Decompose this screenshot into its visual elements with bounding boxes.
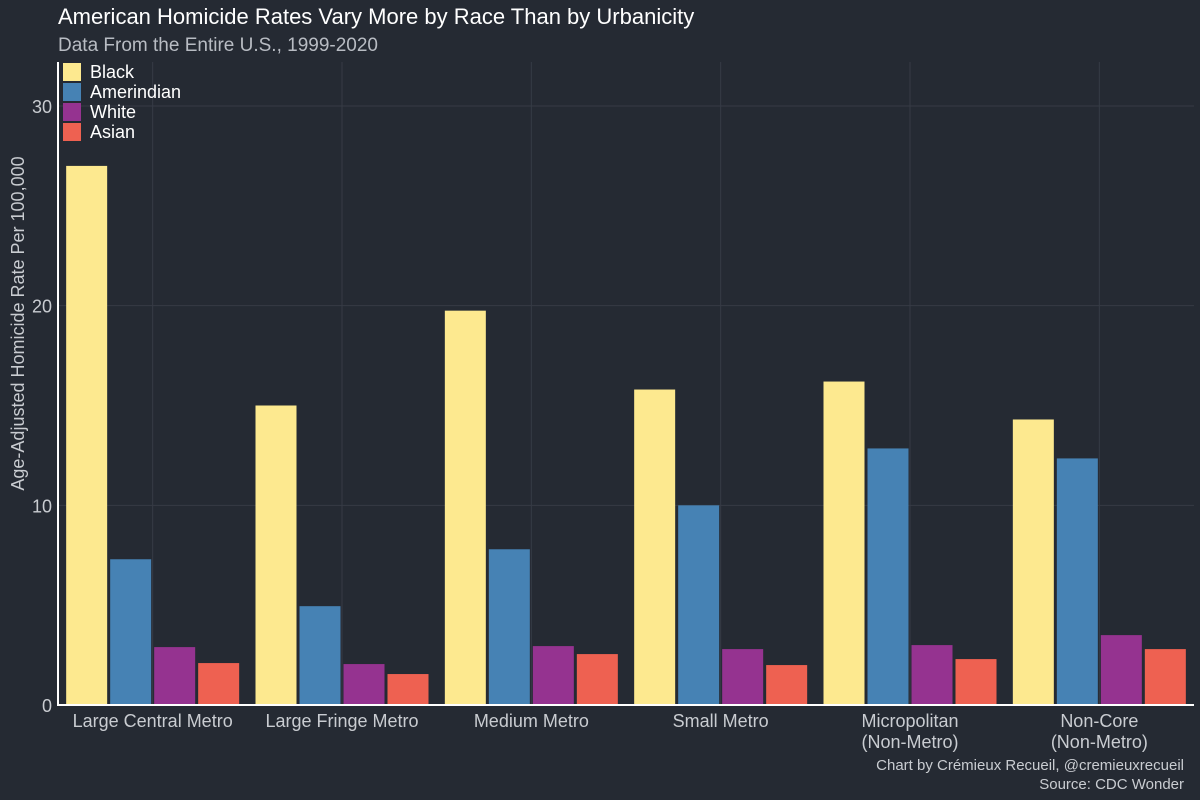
bar-asian-0	[198, 663, 240, 705]
bar-amerindian-3	[678, 505, 720, 705]
bar-white-3	[722, 649, 764, 705]
legend-swatch-black	[63, 63, 81, 81]
axis-layer: 0 10 20 30 Age-Adjusted Homicide Rate Per 10…	[8, 62, 1194, 752]
x-tick-label: (Non-Metro)	[1051, 732, 1148, 752]
chart-title: American Homicide Rates Vary More by Rac…	[58, 4, 695, 29]
y-tick-label: 30	[32, 97, 52, 117]
chart-subtitle: Data From the Entire U.S., 1999-2020	[58, 35, 378, 56]
bar-black-4	[823, 381, 865, 705]
legend-swatch-white	[63, 103, 81, 121]
bar-white-1	[343, 664, 385, 705]
x-tick-label: Large Central Metro	[73, 711, 233, 731]
x-tick-label: (Non-Metro)	[861, 732, 958, 752]
y-axis-title: Age-Adjusted Homicide Rate Per 100,000	[8, 156, 28, 490]
chart-source: Source: CDC Wonder	[1039, 776, 1184, 793]
bar-amerindian-1	[299, 606, 341, 705]
x-tick-label: Large Fringe Metro	[265, 711, 418, 731]
bar-white-4	[911, 645, 953, 705]
legend-swatch-asian	[63, 123, 81, 141]
bar-white-5	[1100, 635, 1142, 705]
x-tick-label: Small Metro	[673, 711, 769, 731]
x-tick-label: Micropolitan	[861, 711, 958, 731]
bar-amerindian-2	[488, 549, 530, 705]
bar-black-0	[66, 165, 108, 705]
chart-credit: Chart by Crémieux Recueil, @cremieuxrecu…	[876, 757, 1184, 774]
x-tick-label: Medium Metro	[474, 711, 589, 731]
bar-asian-4	[955, 659, 997, 705]
bar-black-5	[1012, 419, 1054, 705]
bar-white-0	[154, 647, 196, 705]
bar-amerindian-0	[110, 559, 152, 705]
bar-amerindian-5	[1056, 458, 1098, 705]
bar-black-2	[444, 310, 486, 705]
legend-label-white: White	[90, 102, 136, 122]
legend-label-asian: Asian	[90, 122, 135, 142]
bar-amerindian-4	[867, 448, 909, 705]
y-tick-label: 0	[42, 696, 52, 716]
legend-swatch-amerindian	[63, 83, 81, 101]
x-tick-label: Non-Core	[1060, 711, 1138, 731]
bar-black-1	[255, 405, 297, 705]
legend-label-amerindian: Amerindian	[90, 82, 181, 102]
bar-asian-5	[1144, 649, 1186, 705]
bar-asian-1	[387, 674, 429, 705]
bar-asian-2	[576, 654, 618, 705]
bar-asian-3	[766, 665, 808, 705]
y-tick-label: 20	[32, 297, 52, 317]
bar-white-2	[532, 646, 574, 705]
y-tick-label: 10	[32, 496, 52, 516]
bars-layer	[66, 165, 1186, 705]
bar-black-3	[634, 389, 676, 705]
legend-label-black: Black	[90, 62, 135, 82]
